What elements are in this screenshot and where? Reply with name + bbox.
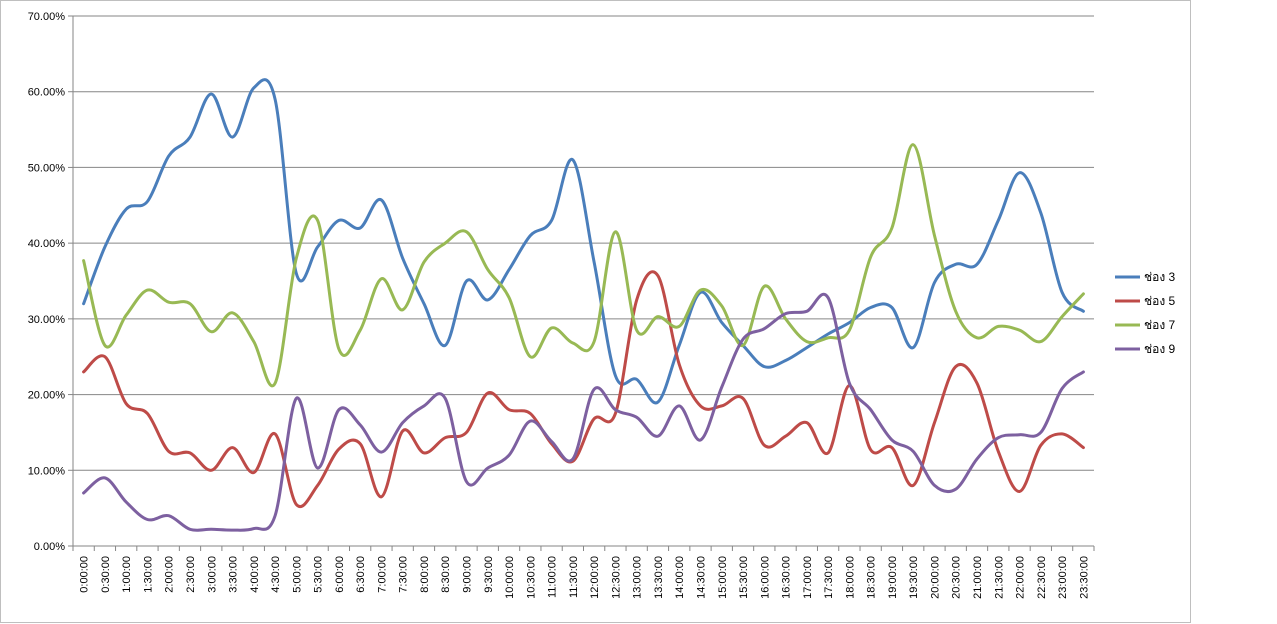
x-tick-label: 8:30:00 — [440, 556, 452, 593]
x-tick-label: 10:00:00 — [504, 556, 516, 599]
y-axis-ticks: 0.00% 10.00% 20.00% 30.00% 40.00% 50.00% 60.00… — [28, 11, 73, 553]
x-tick-label: 5:00:00 — [291, 556, 303, 593]
x-tick-label: 8:00:00 — [419, 556, 431, 593]
x-tick-label: 9:00:00 — [462, 556, 474, 593]
x-tick-label: 17:00:00 — [802, 556, 814, 599]
legend-label: ช่อง 5 — [1144, 294, 1176, 308]
x-tick-label: 16:00:00 — [759, 556, 771, 599]
x-tick-label: 21:30:00 — [993, 556, 1005, 599]
legend: ช่อง 3 ช่อง 5 ช่อง 7 ช่อง 9 — [1115, 270, 1176, 356]
y-tick-label: 40.00% — [28, 238, 66, 250]
x-tick-label: 15:00:00 — [717, 556, 729, 599]
x-tick-label: 22:30:00 — [1036, 556, 1048, 599]
x-tick-label: 6:00:00 — [334, 556, 346, 593]
x-tick-label: 17:30:00 — [823, 556, 835, 599]
legend-label: ช่อง 9 — [1144, 342, 1176, 356]
x-tick-label: 14:30:00 — [695, 556, 707, 599]
x-tick-label: 20:30:00 — [951, 556, 963, 599]
y-tick-label: 10.00% — [28, 465, 66, 477]
y-tick-label: 0.00% — [34, 541, 65, 553]
x-tick-label: 18:30:00 — [866, 556, 878, 599]
series-line-1 — [82, 78, 1085, 405]
series-line-2 — [82, 270, 1085, 508]
x-tick-label: 4:30:00 — [270, 556, 282, 593]
x-tick-label: 13:00:00 — [632, 556, 644, 599]
series-line-3 — [82, 143, 1085, 388]
x-tick-label: 11:00:00 — [547, 556, 559, 598]
x-tick-label: 7:00:00 — [376, 556, 388, 593]
x-tick-label: 2:30:00 — [185, 556, 197, 593]
series-lines — [82, 78, 1085, 532]
x-tick-label: 9:30:00 — [483, 556, 495, 593]
x-tick-label: 19:00:00 — [887, 556, 899, 599]
x-tick-label: 5:30:00 — [313, 556, 325, 593]
x-tick-label: 12:30:00 — [610, 556, 622, 599]
series-line-4 — [82, 292, 1085, 532]
x-tick-label: 22:00:00 — [1015, 556, 1027, 599]
x-tick-label: 20:00:00 — [929, 556, 941, 599]
x-tick-label: 21:00:00 — [972, 556, 984, 599]
x-tick-label: 1:00:00 — [121, 556, 133, 593]
x-tick-label: 16:30:00 — [781, 556, 793, 599]
x-tick-label: 3:30:00 — [228, 556, 240, 593]
x-tick-label: 0:00:00 — [79, 556, 91, 593]
axes — [72, 16, 1094, 547]
x-tick-label: 19:30:00 — [908, 556, 920, 599]
x-tick-label: 4:00:00 — [249, 556, 261, 593]
chart-frame — [0, 0, 1191, 623]
y-tick-label: 70.00% — [28, 11, 66, 23]
x-tick-label: 1:30:00 — [142, 556, 154, 593]
y-tick-label: 20.00% — [28, 390, 66, 402]
y-tick-label: 30.00% — [28, 314, 66, 326]
y-tick-label: 60.00% — [28, 87, 66, 99]
x-tick-label: 14:00:00 — [674, 556, 686, 599]
x-tick-label: 23:00:00 — [1057, 556, 1069, 599]
x-tick-label: 10:30:00 — [525, 556, 537, 599]
legend-label: ช่อง 3 — [1144, 270, 1176, 284]
x-tick-label: 11:30:00 — [568, 556, 580, 598]
x-tick-label: 6:30:00 — [355, 556, 367, 593]
x-tick-label: 23:30:00 — [1078, 556, 1090, 599]
x-axis-ticks: 0:00:00 0:30:00 1:00:00 1:30:00 2:00:00 2:30:… — [72, 546, 1095, 599]
x-tick-label: 15:30:00 — [738, 556, 750, 599]
x-tick-label: 12:00:00 — [589, 556, 601, 599]
x-tick-label: 0:30:00 — [100, 556, 112, 593]
x-tick-label: 2:00:00 — [164, 556, 176, 593]
legend-label: ช่อง 7 — [1144, 318, 1176, 332]
x-tick-label: 7:30:00 — [398, 556, 410, 593]
y-tick-label: 50.00% — [28, 162, 66, 174]
x-tick-label: 18:00:00 — [844, 556, 856, 599]
x-tick-label: 3:00:00 — [206, 556, 218, 593]
x-tick-label: 13:30:00 — [653, 556, 665, 599]
